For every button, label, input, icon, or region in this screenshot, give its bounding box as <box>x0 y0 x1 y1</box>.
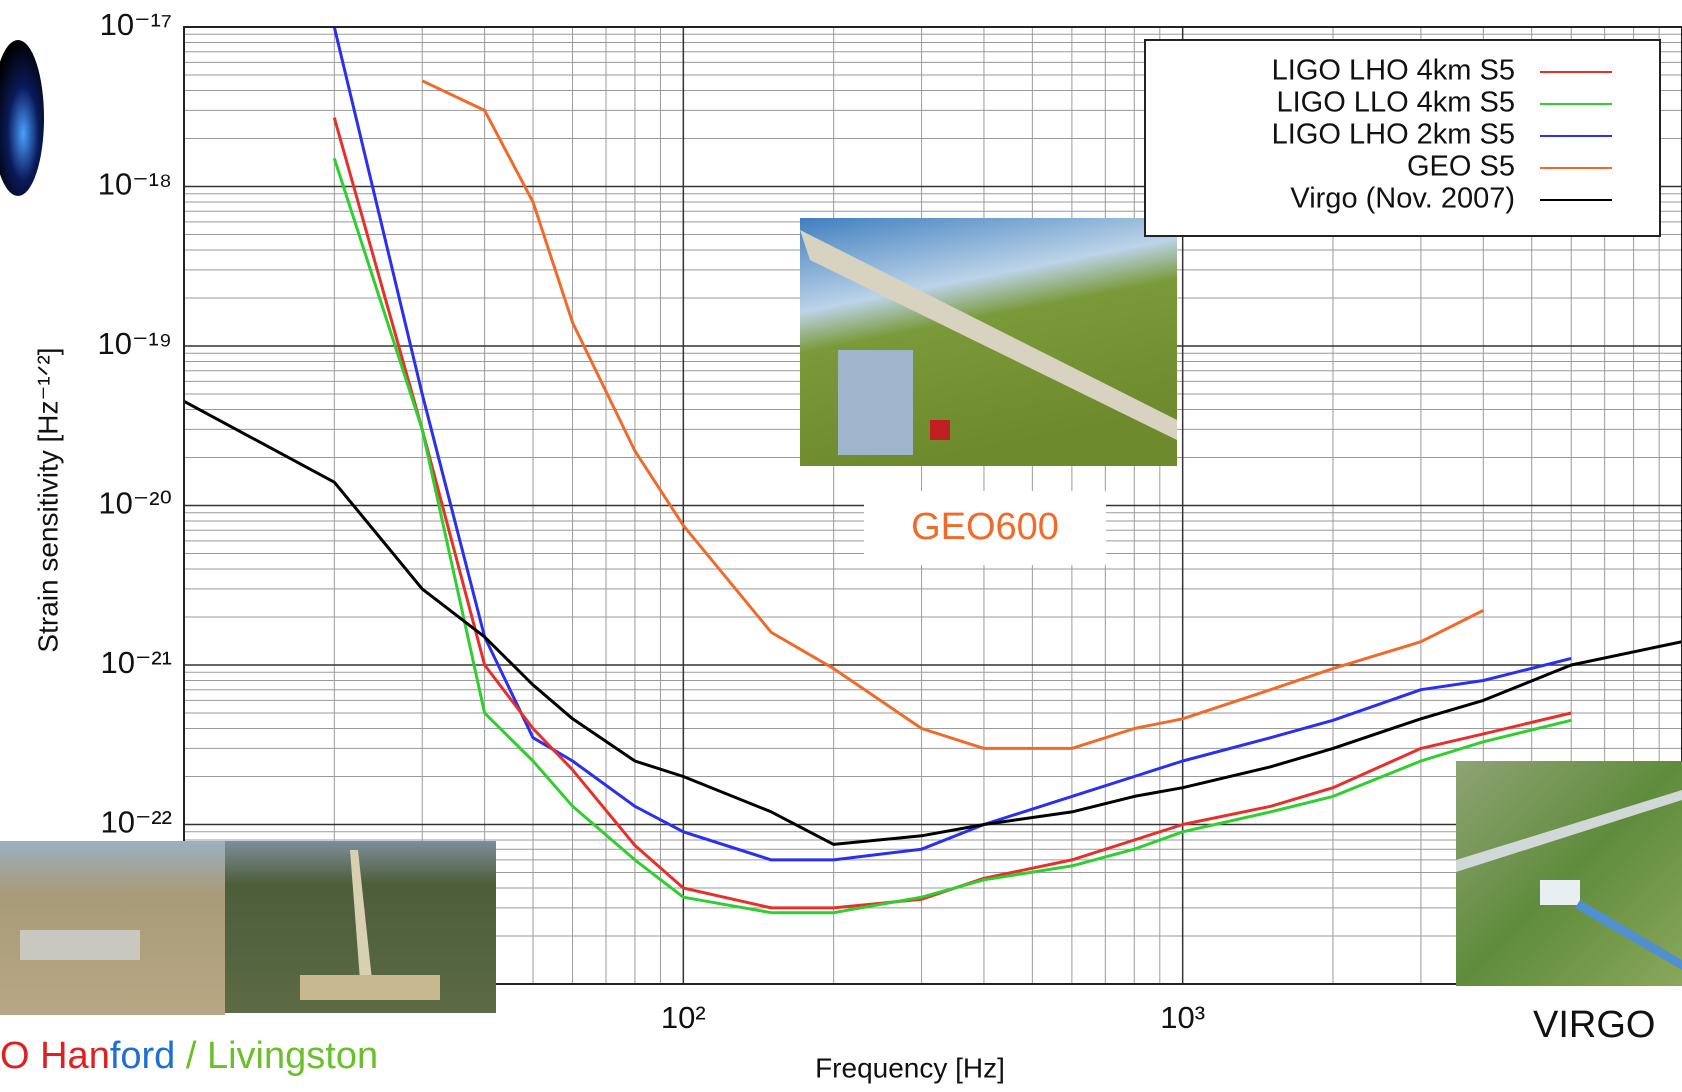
virgo-photo <box>1456 761 1682 986</box>
y-tick-label: 10⁻¹⁸ <box>98 167 172 202</box>
ligo-label-part: / Livingston <box>175 1035 378 1077</box>
x-tick-label: 10³ <box>1160 1000 1205 1035</box>
x-axis-label: Frequency [Hz] <box>815 1052 1005 1083</box>
y-tick-label: 10⁻¹⁷ <box>100 7 172 42</box>
x-tick-label: 10² <box>661 1000 706 1035</box>
y-axis-label: Strain sensitivity [Hz⁻¹ᐟ²] <box>32 347 63 652</box>
series-line <box>184 399 1682 846</box>
ligo-label-part: ford <box>110 1035 175 1077</box>
galaxy-image <box>0 40 44 196</box>
virgo-label: VIRGO <box>1533 1004 1655 1046</box>
legend-label: LIGO LHO 4km S5 <box>1272 55 1515 87</box>
curves <box>184 27 1682 915</box>
geo-label-box <box>864 491 1106 565</box>
geo-photo <box>800 218 1177 466</box>
series-line <box>332 117 1572 910</box>
y-tick-label: 10⁻²¹ <box>101 645 173 680</box>
ligo-photos <box>0 841 496 1015</box>
y-tick-label: 10⁻²² <box>101 805 173 840</box>
ligo-label: O Hanford / Livingston <box>0 1035 378 1077</box>
geo-label: GEO600 <box>911 506 1059 548</box>
axes: 10⁻¹⁷ 10⁻¹⁸ 10⁻¹⁹ 10⁻²⁰ 10⁻²¹ 10⁻²² 10² 10³ <box>98 7 1206 1035</box>
series-line <box>332 27 1572 862</box>
legend-label: LIGO LLO 4km S5 <box>1276 87 1515 119</box>
ligo-label-part: O Han <box>0 1035 110 1077</box>
series-line <box>421 79 1484 750</box>
y-tick-label: 10⁻¹⁹ <box>98 326 172 361</box>
series-line <box>332 157 1572 915</box>
legend-label: Virgo (Nov. 2007) <box>1290 183 1515 215</box>
legend-label: LIGO LHO 2km S5 <box>1272 119 1515 151</box>
legend-label: GEO S5 <box>1407 151 1515 183</box>
y-tick-label: 10⁻²⁰ <box>98 486 172 521</box>
plot-frame <box>183 26 1682 985</box>
